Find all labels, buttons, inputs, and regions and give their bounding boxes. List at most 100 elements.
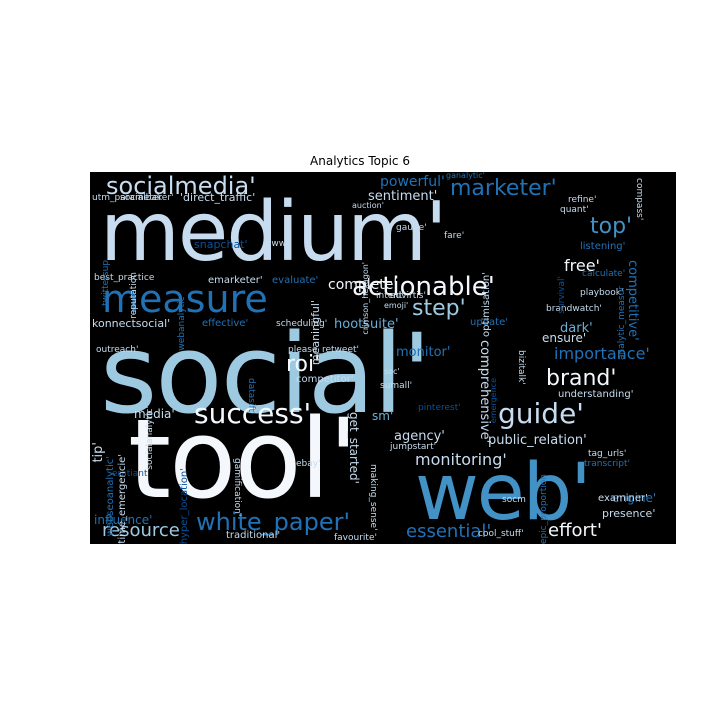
cloud-word: gamification' bbox=[232, 458, 242, 517]
cloud-word: making_sense' bbox=[368, 464, 378, 531]
cloud-word: ensure' bbox=[542, 331, 587, 345]
cloud-word: effective' bbox=[202, 318, 249, 329]
cloud-word: advirtis' bbox=[390, 291, 426, 301]
cloud-word: calculate' bbox=[582, 269, 626, 279]
cloud-word: ebay' bbox=[296, 459, 321, 469]
cloud-word: sm' bbox=[372, 409, 394, 423]
cloud-word: understanding' bbox=[558, 389, 634, 400]
cloud-word: intent' bbox=[376, 291, 405, 301]
cloud-word: socialanalytic' bbox=[145, 406, 155, 470]
cloud-word: top' bbox=[590, 214, 633, 239]
cloud-word: sentiment' bbox=[368, 189, 438, 204]
cloud-word: success' bbox=[194, 397, 312, 430]
cloud-word: web' bbox=[415, 448, 592, 538]
cloud-word: bizitalk' bbox=[516, 350, 526, 385]
cloud-word: effort' bbox=[548, 520, 602, 541]
cloud-word: meaningful' bbox=[309, 300, 322, 366]
cloud-word: emoji' bbox=[384, 301, 409, 310]
cloud-word: please_retweet' bbox=[288, 345, 359, 355]
cloud-word: outreach' bbox=[96, 345, 139, 355]
cloud-word: socialmedia' bbox=[106, 172, 256, 200]
cloud-word: get_started' bbox=[347, 412, 361, 484]
cloud-word: sumall' bbox=[380, 381, 413, 391]
cloud-word: datasift' bbox=[246, 378, 256, 415]
cloud-word: quant' bbox=[560, 205, 589, 215]
cloud-word: fare' bbox=[444, 231, 465, 241]
word-cloud: medium' social' tool' web' measure actionable… bbox=[90, 172, 676, 544]
cloud-word: essential' bbox=[406, 521, 492, 542]
cloud-word: auction' bbox=[352, 201, 384, 210]
cloud-word: twittersup bbox=[101, 260, 111, 306]
cloud-word: measure bbox=[102, 277, 268, 321]
cloud-word: crimson_hexagon' bbox=[361, 262, 370, 335]
cloud-word: cool_stuff' bbox=[478, 529, 524, 539]
cloud-word: optimisation' bbox=[481, 272, 492, 337]
cloud-word: resource bbox=[102, 520, 180, 541]
cloud-word: examiner' bbox=[598, 493, 648, 504]
cloud-word: agency' bbox=[394, 429, 445, 444]
cloud-word: actionable' bbox=[352, 272, 495, 302]
cloud-word: webanalytic' bbox=[177, 294, 187, 351]
cloud-word: competitor' bbox=[296, 374, 354, 385]
cloud-word: eratiant bbox=[112, 469, 148, 479]
cloud-word: transcript' bbox=[584, 459, 631, 469]
cloud-word: epic_proportion bbox=[539, 473, 549, 544]
cloud-word: hyper_location' bbox=[179, 467, 190, 544]
cloud-word: tip' bbox=[91, 442, 106, 463]
cloud-word: hootsuite' bbox=[334, 317, 399, 332]
cloud-word: engine' bbox=[612, 491, 657, 505]
cloud-word: brandwatch' bbox=[546, 304, 602, 314]
cloud-word: utm_parameter bbox=[92, 193, 163, 203]
cloud-word: step' bbox=[412, 296, 466, 321]
cloud-word: powerful' bbox=[380, 174, 445, 190]
cloud-word: complete' bbox=[328, 277, 398, 293]
cloud-word: best_practice bbox=[94, 273, 155, 283]
cloud-word: tag_urls' bbox=[588, 449, 627, 459]
cloud-word: evaluate' bbox=[272, 275, 319, 286]
cloud-word: free' bbox=[564, 256, 600, 275]
cloud-word: importance' bbox=[554, 344, 650, 363]
cloud-word: update' bbox=[470, 317, 508, 328]
cloud-word: media' bbox=[134, 407, 175, 421]
cloud-word: emergence bbox=[489, 378, 498, 424]
cloud-word: favourite' bbox=[334, 533, 377, 543]
cloud-word: social' bbox=[100, 310, 432, 438]
cloud-word: www' bbox=[264, 239, 289, 249]
cloud-word: competitive' bbox=[625, 260, 640, 341]
cloud-word: scheduling' bbox=[276, 319, 328, 329]
cloud-word: guide' bbox=[498, 397, 584, 430]
cloud-word: playbook' bbox=[580, 288, 624, 298]
figure-title: Analytics Topic 6 bbox=[310, 154, 410, 168]
cloud-word: marketer' bbox=[450, 176, 557, 201]
cloud-word: emarketer' bbox=[208, 275, 263, 286]
cloud-word: 'direct_traffic' bbox=[180, 191, 256, 204]
cloud-word: roi' bbox=[286, 352, 321, 377]
cloud-word: brand' bbox=[546, 366, 617, 391]
cloud-word: presence' bbox=[602, 507, 656, 520]
cloud-word: analytic_measur bbox=[617, 286, 627, 360]
cloud-word: socialbaker' bbox=[120, 193, 174, 203]
cloud-word: listening' bbox=[580, 241, 626, 252]
cloud-word: influence' bbox=[94, 513, 153, 527]
cloud-word: compass' bbox=[634, 178, 644, 221]
cloud-word: pinterest' bbox=[418, 403, 461, 413]
cloud-word: dark' bbox=[560, 321, 593, 336]
cloud-word: monitor' bbox=[396, 345, 451, 360]
cloud-word: monitoring' bbox=[415, 450, 507, 469]
cloud-word: refine' bbox=[568, 195, 597, 205]
cloud-word: socm bbox=[502, 495, 526, 505]
cloud-word: jumpstart' bbox=[390, 442, 437, 452]
cloud-word: gauge' bbox=[396, 223, 427, 233]
cloud-word: time_emergencie' bbox=[117, 454, 128, 544]
cloud-word: ganalytic' bbox=[446, 172, 485, 180]
cloud-word: traditional' bbox=[226, 530, 281, 541]
cloud-word: public_relation' bbox=[488, 433, 587, 448]
cloud-word: medium' bbox=[100, 185, 448, 280]
cloud-word: reputation bbox=[129, 272, 139, 319]
cloud-word: white_paper' bbox=[196, 508, 351, 536]
cloud-word: tool' bbox=[128, 395, 359, 523]
cloud-word: konnectsocial' bbox=[92, 317, 171, 330]
cloud-word: snapchat' bbox=[194, 238, 248, 251]
cloud-word: survival' bbox=[557, 276, 567, 314]
cloud-word: soc' bbox=[384, 367, 400, 376]
